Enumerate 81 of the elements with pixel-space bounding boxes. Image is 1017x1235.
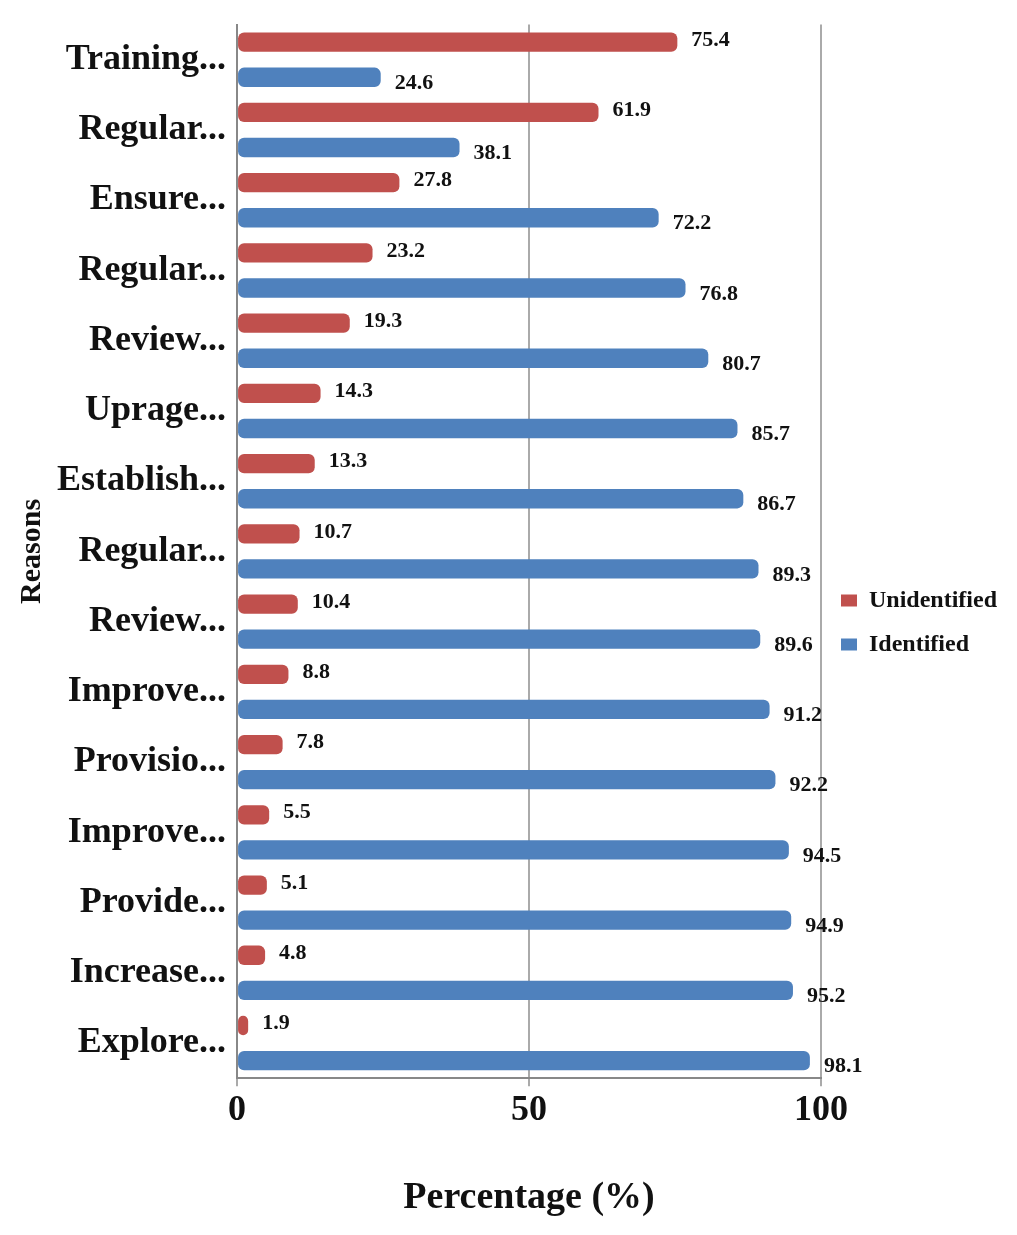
bar xyxy=(238,102,599,123)
y-axis-title: Reasons xyxy=(12,498,46,604)
data-label: 5.5 xyxy=(283,798,311,824)
x-tick-label: 50 xyxy=(511,1088,548,1129)
y-tick-label: Provide... xyxy=(79,879,227,920)
data-label: 85.7 xyxy=(751,420,790,446)
data-label: 89.3 xyxy=(772,560,812,586)
x-tick-label: 0 xyxy=(228,1088,247,1129)
data-label: 76.8 xyxy=(699,279,739,305)
data-label: 19.3 xyxy=(363,306,403,332)
bar xyxy=(238,383,321,404)
data-label: 86.7 xyxy=(757,490,796,516)
y-tick-label: Improve... xyxy=(67,809,227,850)
y-tick-label: Regular... xyxy=(78,247,227,288)
data-label: 61.9 xyxy=(612,96,652,122)
data-label: 80.7 xyxy=(722,349,761,375)
data-label: 94.9 xyxy=(805,911,844,937)
legend-label: Identified xyxy=(868,629,970,656)
data-label: 13.3 xyxy=(328,447,368,473)
y-tick-label: Review... xyxy=(89,598,227,639)
data-label: 10.4 xyxy=(311,587,351,613)
data-label: 95.2 xyxy=(806,982,846,1008)
y-tick-label: Regular... xyxy=(78,528,227,569)
y-tick-label: Ensure... xyxy=(89,177,227,218)
y-tick-label: Regular... xyxy=(78,107,227,148)
bar xyxy=(238,278,686,298)
y-tick-label: Review... xyxy=(89,317,227,358)
data-label: 38.1 xyxy=(473,139,513,165)
bar xyxy=(238,208,659,228)
data-label: 8.8 xyxy=(302,658,330,684)
bar xyxy=(238,629,761,649)
data-label: 23.2 xyxy=(386,236,426,262)
bar xyxy=(238,945,266,965)
data-label: 75.4 xyxy=(691,25,730,51)
bar xyxy=(238,770,776,790)
bar xyxy=(238,32,678,52)
y-tick-label: Uprage... xyxy=(85,388,227,429)
x-tick-label: 100 xyxy=(793,1088,848,1129)
bar xyxy=(238,524,300,544)
bar xyxy=(238,734,283,755)
data-label: 10.7 xyxy=(313,517,353,543)
x-axis-title: Percentage (%) xyxy=(403,1174,655,1218)
data-label: 72.2 xyxy=(672,209,712,235)
y-tick-label: Training... xyxy=(65,37,227,78)
bar xyxy=(238,67,381,87)
bar xyxy=(238,875,267,895)
data-label: 94.5 xyxy=(802,841,842,867)
y-tick-label: Increase... xyxy=(69,950,227,991)
data-label: 24.6 xyxy=(394,68,434,94)
y-tick-label: Provisio... xyxy=(73,739,227,780)
data-label: 92.2 xyxy=(789,771,828,797)
y-tick-label: Improve... xyxy=(67,669,227,710)
y-tick-label: Explore... xyxy=(77,1020,227,1061)
bar xyxy=(238,489,744,509)
bar xyxy=(238,313,350,333)
data-label: 1.9 xyxy=(262,1009,290,1035)
bar xyxy=(238,699,770,720)
data-label: 4.8 xyxy=(279,938,307,964)
data-label: 91.2 xyxy=(783,701,823,727)
data-label: 5.1 xyxy=(280,868,309,894)
bar xyxy=(238,418,738,439)
bar xyxy=(238,172,400,193)
bar xyxy=(238,559,759,579)
bar xyxy=(238,840,789,860)
data-label: 27.8 xyxy=(413,166,452,192)
bar xyxy=(238,1050,810,1071)
bar xyxy=(238,348,709,368)
bar xyxy=(238,137,460,158)
bar xyxy=(238,243,373,263)
bar xyxy=(238,594,298,614)
data-label: 89.6 xyxy=(774,630,813,656)
data-label: 7.8 xyxy=(296,728,325,754)
bar xyxy=(238,805,270,825)
data-label: 98.1 xyxy=(823,1052,863,1078)
bar xyxy=(238,980,793,1001)
y-tick-label: Establish... xyxy=(56,458,227,499)
legend-label: Unidentified xyxy=(868,585,998,612)
bar xyxy=(238,453,315,474)
bar xyxy=(238,910,792,930)
bar xyxy=(238,664,289,684)
data-label: 14.3 xyxy=(334,377,374,403)
